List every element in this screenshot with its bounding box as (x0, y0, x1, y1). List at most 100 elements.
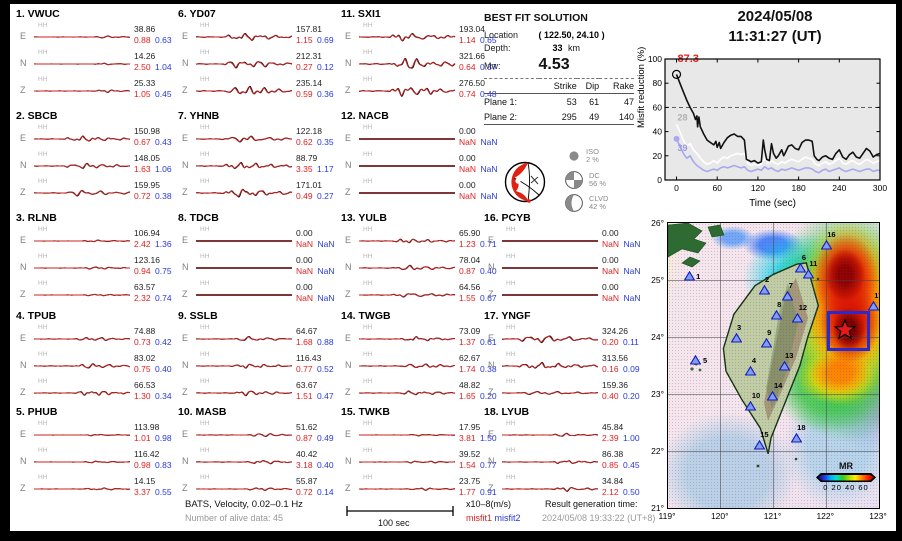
station-triangle-icon-17 (867, 301, 879, 311)
waveform-values: 39.52 1.54 0.77 (459, 449, 503, 470)
plane2-rake: 140 (599, 109, 634, 125)
misfit1-value: 0.72 (296, 487, 313, 497)
station-title: 2. SBCB (16, 110, 58, 122)
misfit2-value: 1.06 (155, 164, 172, 174)
seismogram-trace (196, 336, 293, 341)
max-amplitude-value: 193.04 (459, 24, 485, 34)
channel-code-label: HH (506, 280, 516, 287)
channel-code-label: HH (200, 324, 210, 331)
mr-colorbar-title: MR (839, 461, 853, 471)
waveform-values: 65.90 1.23 0.71 (459, 228, 503, 249)
channel-code-label: HH (363, 420, 373, 427)
station-triangle-icon-7 (782, 290, 794, 301)
misfit1-value: 0.49 (296, 191, 313, 201)
max-amplitude-value: 14.26 (134, 51, 156, 61)
component-label: N (488, 262, 495, 272)
component-label: E (345, 31, 352, 41)
component-label: N (488, 360, 495, 370)
station-title: 5. PHUB (16, 406, 58, 418)
waveform-values: 64.67 1.68 0.88 (296, 326, 340, 347)
waveform-values: 14.15 3.37 0.55 (134, 476, 178, 497)
iso-decomposition: ISO 2 % (567, 148, 599, 164)
misfit1-value: NaN (296, 239, 314, 249)
misfit1-value: 0.20 (602, 337, 619, 347)
col-rake: Rake (599, 78, 634, 94)
station-number-label: 7 (788, 280, 793, 290)
misfit-plot-xlabel: Time (sec) (749, 198, 796, 209)
waveform-values: 73.09 1.37 0.61 (459, 326, 503, 347)
misfit2-value: 1.04 (155, 62, 172, 72)
misfit1-value: 1.51 (296, 391, 313, 401)
waveform-row-YHNB-E: E HH 122.18 0.62 0.35 (178, 124, 338, 152)
max-amplitude-value: 276.50 (459, 78, 485, 88)
plane2-label: Plane 2: (484, 109, 539, 125)
station-block-LYUB: 18. LYUB E HH 45.84 2.39 1.00 N HH 86.38 0.85 0.… (484, 406, 644, 502)
misfit2-value: 0.34 (155, 391, 172, 401)
component-label: Z (20, 483, 26, 493)
component-label: E (345, 429, 352, 439)
plane1-dip: 61 (589, 96, 600, 107)
waveform-row-SXI1-E: E HH 193.04 1.14 0.65 (341, 22, 501, 50)
misfit1-value: 0.16 (602, 364, 619, 374)
misfit2-value: 0.88 (317, 337, 334, 347)
waveform-row-VWUC-E: E HH 38.86 0.88 0.63 (16, 22, 176, 50)
alive-data-note: Number of alive data: 45 (185, 513, 284, 523)
station-number-label: 4 (751, 356, 756, 366)
station-block-VWUC: 1. VWUC E HH 38.86 0.88 0.63 N HH 14.26 2.50 1.0… (16, 8, 176, 104)
component-label: Z (345, 187, 351, 197)
time-scalebar (346, 506, 454, 516)
seismogram-trace (359, 238, 456, 244)
station-number-label: 10 (751, 390, 761, 400)
misfit2-value: NaN (480, 191, 498, 201)
channel-code-label: HH (38, 49, 48, 56)
misfit2-value: 0.74 (155, 293, 172, 303)
component-label: N (182, 58, 189, 68)
component-label: E (182, 31, 189, 41)
channel-code-label: HH (506, 420, 516, 427)
max-amplitude-value: 64.56 (459, 282, 481, 292)
component-label: N (182, 456, 189, 466)
waveform-row-SBCB-E: E HH 150.98 0.67 0.43 (16, 124, 176, 152)
seismogram-trace (195, 135, 292, 143)
waveform-values: 45.84 2.39 1.00 (602, 422, 646, 443)
waveform-row-TDCB-Z: Z HH 0.00 NaN NaN (178, 280, 338, 308)
station-number-label: 3 (737, 322, 742, 332)
station-number-label: 13 (785, 350, 794, 360)
channel-code-label: HH (200, 49, 210, 56)
misfit1-value: 1.63 (134, 164, 151, 174)
component-label: E (182, 235, 189, 245)
station-triangle-icon-5 (690, 355, 702, 365)
svg-text:39: 39 (678, 143, 688, 153)
channel-code-label: HH (38, 324, 48, 331)
waveform-values: 25.33 1.05 0.45 (134, 78, 178, 99)
station-block-PCYB: 16. PCYB E HH 0.00 NaN NaN N HH 0.00 NaN NaN Z HH 0… (484, 212, 644, 308)
waveform-row-YNGF-Z: Z HH 159.36 0.40 0.20 (484, 378, 644, 406)
channel-code-label: HH (200, 447, 210, 454)
misfit1-value: 1.74 (459, 364, 476, 374)
misfit-legend: misfit1 misfit2 (466, 513, 521, 523)
waveform-row-YNGF-E: E HH 324.26 0.20 0.11 (484, 324, 644, 352)
seismogram-trace (196, 188, 293, 198)
misfit2-value: NaN (317, 266, 335, 276)
waveform-values: 0.00 NaN NaN (296, 228, 340, 249)
station-triangle-icon-10 (745, 400, 757, 411)
misfit1-value: 3.37 (134, 487, 151, 497)
max-amplitude-value: 116.43 (296, 353, 322, 363)
component-label: E (20, 133, 27, 143)
waveform-values: 106.94 2.42 1.36 (134, 228, 178, 249)
waveform-row-TPUB-E: E HH 74.88 0.73 0.42 (16, 324, 176, 352)
misfit2-value: 0.83 (155, 460, 172, 470)
best-fit-solution-panel: BEST FIT SOLUTION Location ( 122.50, 24.… (484, 12, 642, 125)
channel-code-label: HH (200, 280, 210, 287)
component-label: E (20, 235, 27, 245)
waveform-row-RLNB-Z: Z HH 63.57 2.32 0.74 (16, 280, 176, 308)
svg-text:40: 40 (653, 127, 663, 137)
result-time-value: 2024/05/08 19:33:22 (UT+8) (542, 513, 656, 523)
misfit2-value: 0.40 (317, 460, 334, 470)
seismogram-trace (196, 240, 292, 242)
seismogram-trace (33, 62, 131, 66)
seismogram-trace (502, 267, 598, 269)
max-amplitude-value: 78.04 (459, 255, 481, 265)
misfit2-value: 0.55 (155, 487, 172, 497)
map-lon-tick: 119° (658, 511, 676, 521)
